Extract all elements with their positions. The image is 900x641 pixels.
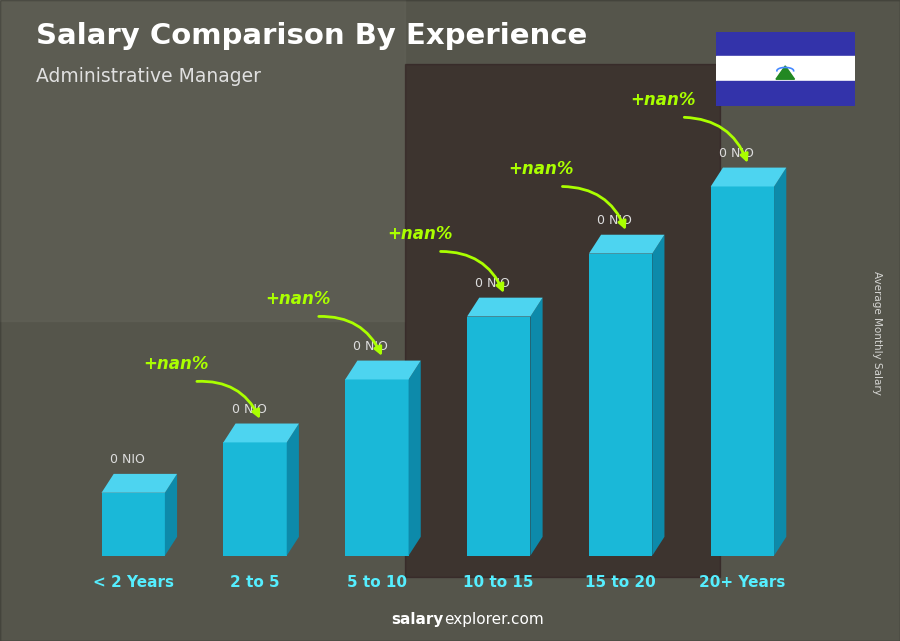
Polygon shape <box>165 474 177 556</box>
Polygon shape <box>223 442 287 556</box>
Polygon shape <box>346 361 421 379</box>
Bar <box>405 64 720 577</box>
Polygon shape <box>711 167 787 187</box>
Polygon shape <box>776 66 795 79</box>
Text: Administrative Manager: Administrative Manager <box>36 67 261 87</box>
Polygon shape <box>409 361 421 556</box>
Text: +nan%: +nan% <box>265 290 330 308</box>
Text: +nan%: +nan% <box>631 91 696 109</box>
Text: 0 NIO: 0 NIO <box>597 214 632 227</box>
Text: salary: salary <box>392 612 444 627</box>
Text: +nan%: +nan% <box>508 160 574 178</box>
Text: 0 NIO: 0 NIO <box>719 147 754 160</box>
Bar <box>716 32 855 56</box>
Text: 0 NIO: 0 NIO <box>354 340 388 353</box>
Polygon shape <box>223 424 299 442</box>
Polygon shape <box>589 254 652 556</box>
Text: +nan%: +nan% <box>143 355 209 373</box>
Text: 0 NIO: 0 NIO <box>110 453 145 466</box>
Polygon shape <box>102 493 165 556</box>
Text: explorer.com: explorer.com <box>444 612 544 627</box>
Text: Salary Comparison By Experience: Salary Comparison By Experience <box>36 22 587 51</box>
Polygon shape <box>467 317 530 556</box>
Text: 0 NIO: 0 NIO <box>231 403 266 416</box>
Polygon shape <box>102 474 177 493</box>
Polygon shape <box>467 297 543 317</box>
Polygon shape <box>774 167 787 556</box>
Polygon shape <box>530 297 543 556</box>
Polygon shape <box>589 235 664 254</box>
Polygon shape <box>346 379 409 556</box>
Polygon shape <box>652 235 664 556</box>
Polygon shape <box>287 424 299 556</box>
Bar <box>716 56 855 81</box>
Polygon shape <box>711 187 774 556</box>
Text: Average Monthly Salary: Average Monthly Salary <box>872 271 883 395</box>
Text: +nan%: +nan% <box>387 225 453 243</box>
Text: 0 NIO: 0 NIO <box>475 277 510 290</box>
Bar <box>0 0 405 320</box>
Bar <box>716 81 855 106</box>
